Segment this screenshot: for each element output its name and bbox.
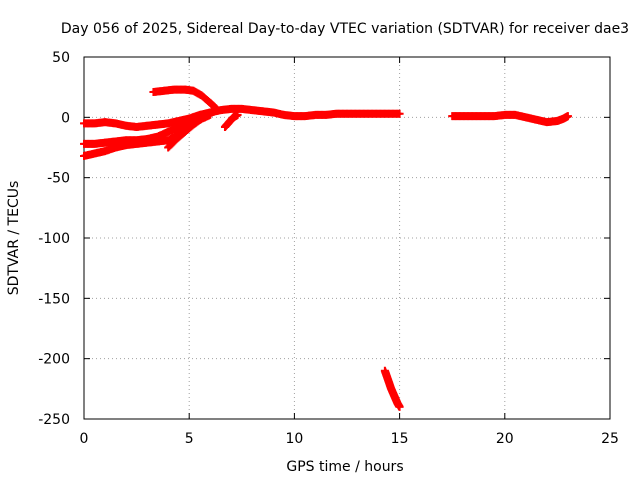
data-point <box>395 109 404 118</box>
series-arc-6 <box>220 110 242 131</box>
x-tick-label: 15 <box>391 431 409 447</box>
y-axis-label: SDTVAR / TECUs <box>6 181 22 296</box>
tick-marks <box>83 56 611 420</box>
series-arc-8 <box>448 110 572 127</box>
series-arc-1 <box>80 104 404 131</box>
series-arc-4 <box>149 85 221 113</box>
y-tick-label: -250 <box>38 412 70 428</box>
data-point <box>233 110 242 119</box>
x-tick-label: 10 <box>285 431 303 447</box>
series-arc-5 <box>164 109 215 152</box>
x-tick-label: 25 <box>601 431 619 447</box>
data-point <box>563 112 572 121</box>
x-tick-labels: 0 5 10 15 20 25 <box>80 431 619 447</box>
y-tick-label: -150 <box>38 291 70 307</box>
y-tick-label: -50 <box>47 171 70 187</box>
data-point <box>206 109 215 118</box>
x-axis-label: GPS time / hours <box>286 459 403 475</box>
y-tick-label: -100 <box>38 231 70 247</box>
y-tick-label: 0 <box>61 110 70 126</box>
x-tick-label: 0 <box>80 431 89 447</box>
data-point <box>395 402 404 411</box>
y-tick-labels: 50 0 -50 -100 -150 -200 -250 <box>38 50 70 428</box>
x-tick-label: 20 <box>496 431 514 447</box>
data-point <box>212 104 221 113</box>
series-arc-7 <box>380 366 404 411</box>
y-tick-label: 50 <box>52 50 70 66</box>
x-tick-label: 5 <box>185 431 194 447</box>
y-tick-label: -200 <box>38 352 70 368</box>
chart-title: Day 056 of 2025, Sidereal Day-to-day VTE… <box>61 21 629 37</box>
data-points <box>80 85 572 411</box>
